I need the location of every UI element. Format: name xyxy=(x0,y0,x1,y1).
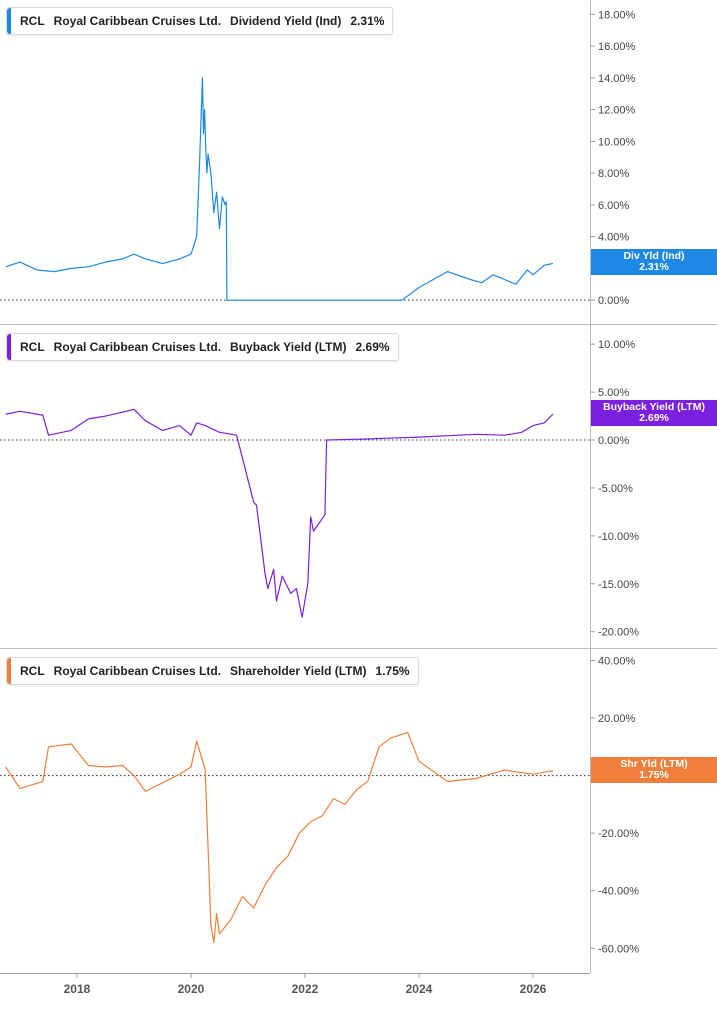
y-tick-label: -15.00% xyxy=(598,579,639,591)
legend-dividend-yield: RCL Royal Caribbean Cruises Ltd. Dividen… xyxy=(6,7,394,35)
y-tick-label: 40.00% xyxy=(598,656,636,668)
y-tick-label: 16.00% xyxy=(598,41,636,53)
series-line xyxy=(5,77,554,301)
legend-value: 1.75% xyxy=(375,664,410,678)
tag-value: 2.69% xyxy=(639,412,669,424)
legend-shareholder-yield: RCL Royal Caribbean Cruises Ltd. Shareho… xyxy=(6,657,419,685)
y-tick-label: 12.00% xyxy=(598,105,636,117)
legend-value: 2.69% xyxy=(355,340,390,354)
y-tick-label: 20.00% xyxy=(598,713,636,725)
legend-buyback-yield: RCL Royal Caribbean Cruises Ltd. Buyback… xyxy=(6,333,399,361)
legend-metric: Dividend Yield (Ind) xyxy=(230,14,342,28)
x-tick-label: 2018 xyxy=(64,982,91,996)
y-tick-label: -40.00% xyxy=(598,886,639,898)
legend-color-bar xyxy=(7,334,11,360)
series-line xyxy=(5,731,554,944)
legend-ticker: RCL xyxy=(20,14,45,28)
dividend-yield-value-tag: Div Yld (Ind) 2.31% xyxy=(591,249,717,275)
legend-ticker: RCL xyxy=(20,340,45,354)
x-tick-label: 2022 xyxy=(292,982,319,996)
tag-label: Buyback Yield (LTM) xyxy=(603,401,705,413)
tag-value: 2.31% xyxy=(639,261,669,273)
y-tick-label: -5.00% xyxy=(598,483,633,495)
shareholder-yield-value-tag: Shr Yld (LTM) 1.75% xyxy=(591,757,717,783)
legend-metric: Shareholder Yield (LTM) xyxy=(230,664,367,678)
legend-value: 2.31% xyxy=(350,14,385,28)
y-tick-label: 8.00% xyxy=(598,168,629,180)
x-tick-label: 2026 xyxy=(520,982,547,996)
legend-company: Royal Caribbean Cruises Ltd. xyxy=(53,664,222,678)
y-tick-label: 0.00% xyxy=(598,435,629,447)
y-tick-label: 5.00% xyxy=(598,387,629,399)
legend-color-bar xyxy=(7,658,11,684)
series-line xyxy=(5,408,554,618)
buyback-yield-value-tag: Buyback Yield (LTM) 2.69% xyxy=(591,400,717,426)
tag-value: 1.75% xyxy=(639,769,669,781)
y-tick-label: -20.00% xyxy=(598,828,639,840)
legend-company: Royal Caribbean Cruises Ltd. xyxy=(53,14,222,28)
y-tick-label: 0.00% xyxy=(598,295,629,307)
tag-label: Shr Yld (LTM) xyxy=(620,758,688,770)
legend-ticker: RCL xyxy=(20,664,45,678)
legend-color-bar xyxy=(7,8,11,34)
y-tick-label: 10.00% xyxy=(598,339,636,351)
y-tick-label: 6.00% xyxy=(598,200,629,212)
y-tick-label: 10.00% xyxy=(598,136,636,148)
y-tick-label: -10.00% xyxy=(598,531,639,543)
y-tick-label: 18.00% xyxy=(598,9,636,21)
legend-metric: Buyback Yield (LTM) xyxy=(230,340,347,354)
legend-company: Royal Caribbean Cruises Ltd. xyxy=(53,340,222,354)
x-tick-label: 2024 xyxy=(406,982,433,996)
tag-label: Div Yld (Ind) xyxy=(623,250,685,262)
y-tick-label: 4.00% xyxy=(598,232,629,244)
y-tick-label: 14.00% xyxy=(598,73,636,85)
y-tick-label: -60.00% xyxy=(598,943,639,955)
x-tick-label: 2020 xyxy=(178,982,205,996)
y-tick-label: -20.00% xyxy=(598,627,639,639)
